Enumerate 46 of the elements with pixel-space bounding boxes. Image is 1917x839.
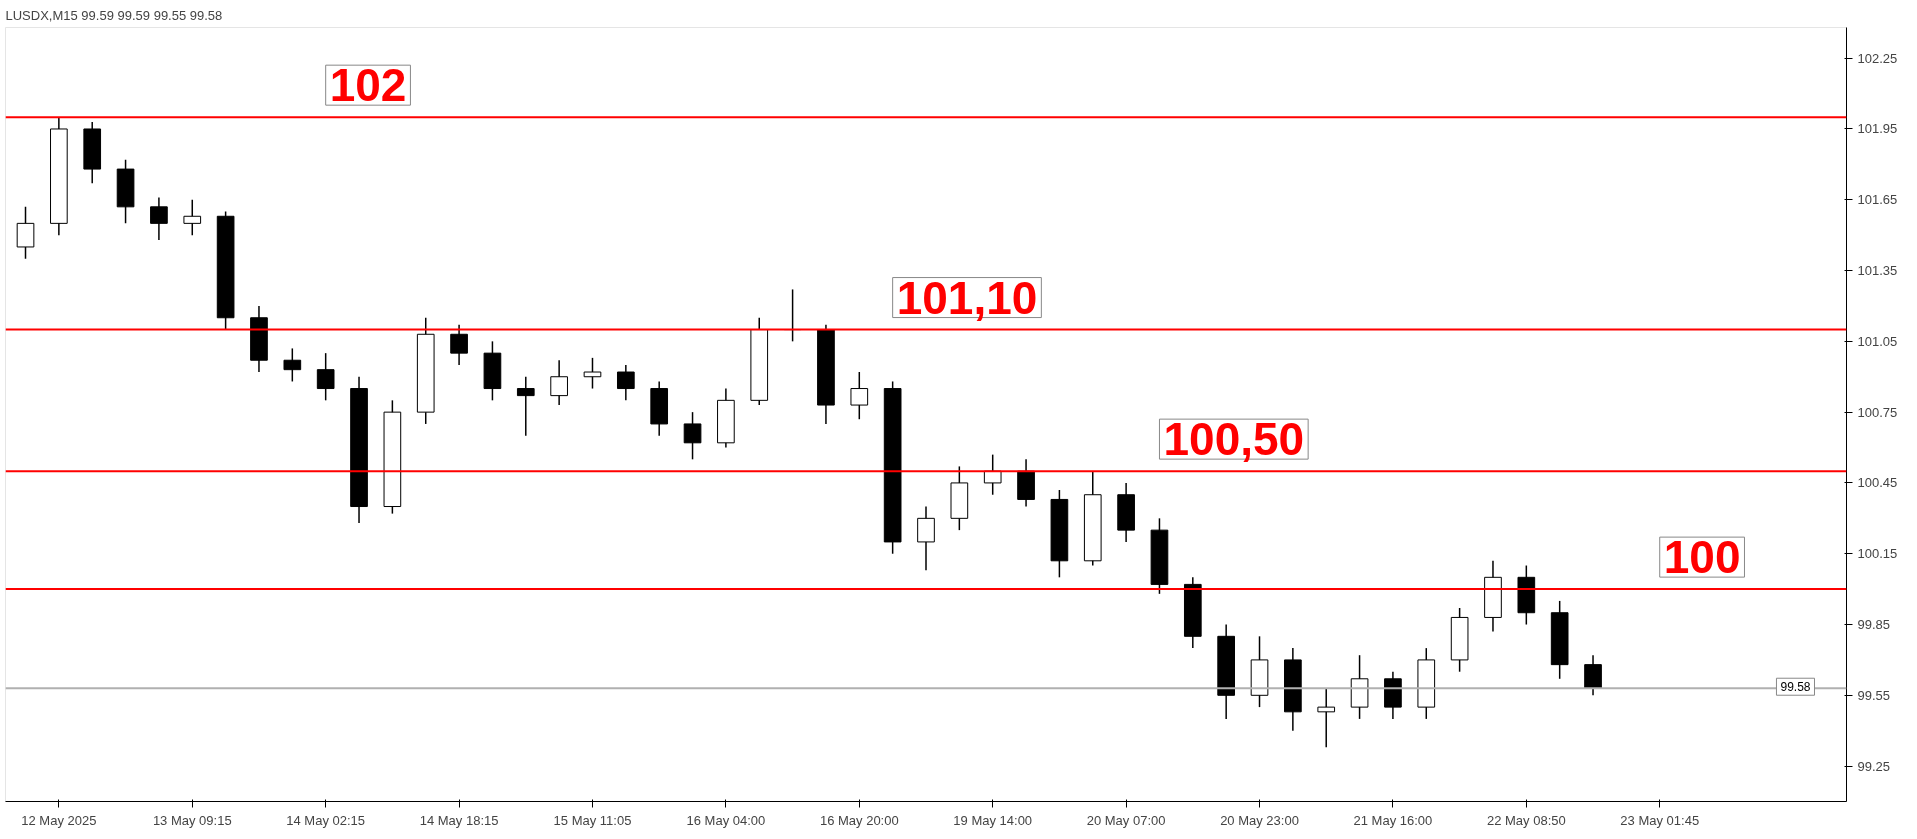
y-tick-label: 99.25	[1857, 758, 1891, 774]
y-tick-label: 100.45	[1857, 475, 1898, 491]
y-tick-label: 101.35	[1857, 263, 1898, 279]
chart-title: LUSDX,M15 99.59 99.59 99.55 99.58	[5, 7, 223, 23]
x-tick-label: 20 May 07:00	[1086, 812, 1166, 828]
candlestick	[516, 375, 535, 437]
y-tick-label: 100.75	[1857, 404, 1898, 420]
y-tick-label: 100.15	[1857, 546, 1898, 562]
candlestick	[183, 199, 202, 236]
x-tick-label: 19 May 14:00	[953, 812, 1033, 828]
candlestick	[683, 411, 702, 461]
x-tick-label: 13 May 09:15	[152, 812, 232, 828]
candlestick	[983, 453, 1002, 496]
x-tick-label: 20 May 23:00	[1220, 812, 1299, 828]
x-tick-label: 23 May 01:45	[1620, 812, 1700, 828]
y-tick-label: 99.85	[1857, 617, 1891, 633]
candlestick	[1317, 687, 1336, 748]
x-tick-label: 14 May 18:15	[419, 812, 499, 828]
y-tick-label: 101.05	[1857, 333, 1898, 349]
y-tick-label: 102.25	[1857, 50, 1898, 66]
candlestick	[316, 352, 335, 402]
ref-line-label: 101,10	[896, 271, 1038, 324]
x-tick-label: 15 May 11:05	[553, 812, 632, 828]
x-tick-label: 14 May 02:15	[286, 812, 366, 828]
candlestick	[16, 206, 35, 260]
ref-line-label: 102	[329, 59, 407, 112]
y-tick-label: 101.65	[1857, 192, 1898, 208]
candlestick	[283, 347, 302, 383]
x-tick-label: 16 May 04:00	[686, 812, 766, 828]
ref-line-label: 100,50	[1163, 413, 1305, 466]
candlestick	[550, 359, 568, 406]
candlestick	[150, 196, 168, 241]
x-tick-label: 16 May 20:00	[819, 812, 899, 828]
candlestick	[850, 371, 869, 420]
candlestick	[617, 364, 635, 402]
x-tick-label: 22 May 08:50	[1486, 812, 1566, 828]
y-tick-label: 101.95	[1857, 121, 1898, 137]
candlestick	[583, 357, 602, 390]
candlestick	[1584, 654, 1602, 697]
candlestick	[450, 324, 468, 366]
x-tick-label: 12 May 2025	[21, 812, 97, 828]
candlestick	[917, 505, 935, 571]
ref-line-label: 100	[1663, 531, 1741, 584]
ref-line-label: 99.58	[1780, 680, 1811, 695]
x-tick-label: 21 May 16:00	[1353, 812, 1433, 828]
y-tick-label: 99.55	[1857, 687, 1891, 703]
